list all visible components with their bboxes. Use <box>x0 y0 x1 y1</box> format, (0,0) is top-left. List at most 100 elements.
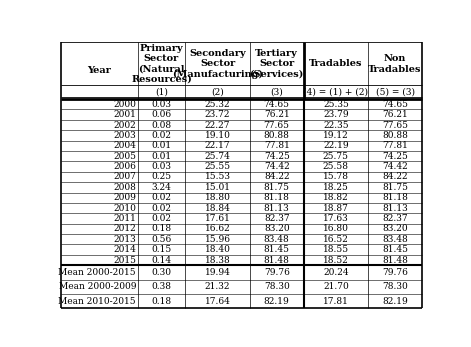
Text: 18.52: 18.52 <box>323 256 349 264</box>
Text: 76.21: 76.21 <box>264 110 290 119</box>
Text: 0.15: 0.15 <box>151 245 171 254</box>
Text: 25.74: 25.74 <box>204 152 230 161</box>
Text: 0.02: 0.02 <box>152 214 171 223</box>
Text: 25.75: 25.75 <box>323 152 349 161</box>
Text: 18.87: 18.87 <box>323 204 349 213</box>
Text: 77.65: 77.65 <box>382 120 408 129</box>
Text: 79.76: 79.76 <box>382 268 408 277</box>
Text: 2010: 2010 <box>113 204 136 213</box>
Text: 18.25: 18.25 <box>323 183 349 192</box>
Text: 80.88: 80.88 <box>382 131 408 140</box>
Text: 0.25: 0.25 <box>151 172 171 181</box>
Text: 84.22: 84.22 <box>382 172 408 181</box>
Text: 79.76: 79.76 <box>264 268 290 277</box>
Text: 81.13: 81.13 <box>264 204 290 213</box>
Text: 0.01: 0.01 <box>151 141 171 150</box>
Text: 19.10: 19.10 <box>204 131 230 140</box>
Text: 22.17: 22.17 <box>205 141 230 150</box>
Text: 77.65: 77.65 <box>264 120 290 129</box>
Text: 0.18: 0.18 <box>151 225 171 234</box>
Text: 0.02: 0.02 <box>152 193 171 202</box>
Text: 25.32: 25.32 <box>205 100 230 109</box>
Text: 83.48: 83.48 <box>264 235 290 244</box>
Text: 74.65: 74.65 <box>264 100 290 109</box>
Text: Mean 2010-2015: Mean 2010-2015 <box>58 297 136 306</box>
Text: 25.58: 25.58 <box>323 162 349 171</box>
Text: 18.84: 18.84 <box>204 204 230 213</box>
Text: Non
Tradables: Non Tradables <box>368 54 422 74</box>
Text: 16.52: 16.52 <box>323 235 349 244</box>
Text: 0.38: 0.38 <box>152 282 171 291</box>
Text: 81.75: 81.75 <box>382 183 408 192</box>
Text: 2009: 2009 <box>113 193 136 202</box>
Text: 0.56: 0.56 <box>151 235 171 244</box>
Text: 82.19: 82.19 <box>382 297 408 306</box>
Text: 18.38: 18.38 <box>204 256 230 264</box>
Text: 76.21: 76.21 <box>382 110 408 119</box>
Text: Mean 2000-2009: Mean 2000-2009 <box>58 282 136 291</box>
Text: 16.62: 16.62 <box>204 225 230 234</box>
Text: 22.27: 22.27 <box>205 120 230 129</box>
Text: 17.61: 17.61 <box>204 214 230 223</box>
Text: 82.37: 82.37 <box>382 214 408 223</box>
Text: 22.35: 22.35 <box>323 120 349 129</box>
Text: 19.12: 19.12 <box>323 131 349 140</box>
Text: 20.24: 20.24 <box>323 268 349 277</box>
Text: 81.48: 81.48 <box>264 256 290 264</box>
Text: 77.81: 77.81 <box>382 141 408 150</box>
Text: 2006: 2006 <box>113 162 136 171</box>
Text: 0.08: 0.08 <box>151 120 171 129</box>
Text: Tertiary
Sector
(Services): Tertiary Sector (Services) <box>250 49 304 79</box>
Text: 2001: 2001 <box>113 110 136 119</box>
Text: 81.18: 81.18 <box>382 193 408 202</box>
Text: 17.63: 17.63 <box>323 214 349 223</box>
Text: 0.03: 0.03 <box>152 162 171 171</box>
Text: 78.30: 78.30 <box>264 282 290 291</box>
Text: 23.79: 23.79 <box>323 110 349 119</box>
Text: Secondary
Sector
(Manufacturing): Secondary Sector (Manufacturing) <box>172 49 263 79</box>
Text: 2002: 2002 <box>114 120 136 129</box>
Text: 0.02: 0.02 <box>152 204 171 213</box>
Text: 0.18: 0.18 <box>151 297 171 306</box>
Text: 74.42: 74.42 <box>382 162 408 171</box>
Text: 0.14: 0.14 <box>151 256 171 264</box>
Text: 17.81: 17.81 <box>323 297 349 306</box>
Text: 0.01: 0.01 <box>151 152 171 161</box>
Text: 18.82: 18.82 <box>323 193 349 202</box>
Text: 25.35: 25.35 <box>323 100 349 109</box>
Text: 25.55: 25.55 <box>204 162 231 171</box>
Text: 74.42: 74.42 <box>264 162 290 171</box>
Text: 83.48: 83.48 <box>382 235 408 244</box>
Text: 18.80: 18.80 <box>204 193 230 202</box>
Text: 0.02: 0.02 <box>152 131 171 140</box>
Text: 82.37: 82.37 <box>264 214 290 223</box>
Text: Primary
Sector
(Natural
Resources): Primary Sector (Natural Resources) <box>131 44 192 84</box>
Text: 2015: 2015 <box>113 256 136 264</box>
Text: 81.45: 81.45 <box>382 245 408 254</box>
Text: 15.96: 15.96 <box>204 235 230 244</box>
Text: 81.13: 81.13 <box>382 204 408 213</box>
Text: 2005: 2005 <box>113 152 136 161</box>
Text: 0.03: 0.03 <box>152 100 171 109</box>
Text: 2011: 2011 <box>113 214 136 223</box>
Text: 74.65: 74.65 <box>382 100 408 109</box>
Text: (1): (1) <box>155 88 168 97</box>
Text: 80.88: 80.88 <box>264 131 290 140</box>
Text: 16.80: 16.80 <box>323 225 349 234</box>
Text: Tradables: Tradables <box>309 59 363 68</box>
Text: 15.53: 15.53 <box>204 172 230 181</box>
Text: 2013: 2013 <box>114 235 136 244</box>
Text: 17.64: 17.64 <box>204 297 230 306</box>
Text: 83.20: 83.20 <box>382 225 408 234</box>
Text: (2): (2) <box>211 88 224 97</box>
Text: 21.70: 21.70 <box>323 282 349 291</box>
Text: 2007: 2007 <box>113 172 136 181</box>
Text: 77.81: 77.81 <box>264 141 290 150</box>
Text: Year: Year <box>87 66 111 75</box>
Text: 74.25: 74.25 <box>382 152 408 161</box>
Text: 84.22: 84.22 <box>264 172 290 181</box>
Text: 2014: 2014 <box>113 245 136 254</box>
Text: 81.18: 81.18 <box>264 193 290 202</box>
Text: 81.45: 81.45 <box>264 245 290 254</box>
Text: 19.94: 19.94 <box>204 268 230 277</box>
